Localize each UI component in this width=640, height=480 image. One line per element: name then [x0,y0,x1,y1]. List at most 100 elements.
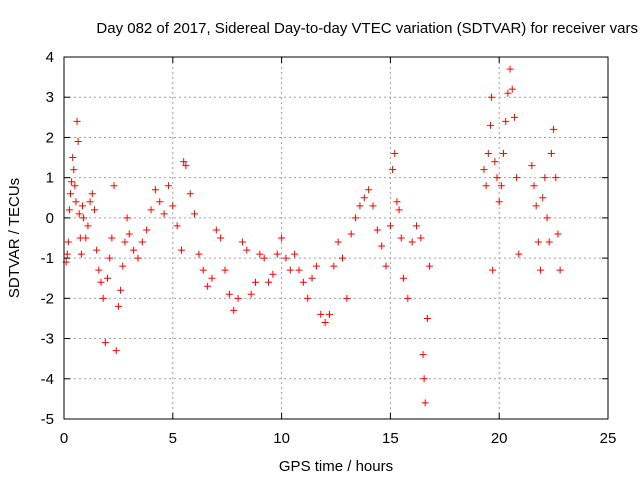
data-point [110,182,118,190]
data-point [63,250,71,258]
data-point [386,222,394,230]
data-point [77,250,85,258]
data-point [99,294,107,302]
data-point [119,262,127,270]
data-point [238,238,246,246]
data-point [489,266,497,274]
data-point [488,93,496,101]
data-point [339,254,347,262]
data-point [295,266,303,274]
y-tick-label: 0 [46,210,54,227]
data-point [123,214,131,222]
data-point [513,174,521,182]
x-tick-label: 15 [382,430,399,447]
data-point [84,222,92,230]
data-point [73,117,81,125]
data-point [65,206,73,214]
data-point [191,210,199,218]
data-point [539,194,547,202]
data-point [282,254,290,262]
data-point [82,234,90,242]
data-point [78,202,86,210]
data-point [532,202,540,210]
data-point [160,210,168,218]
data-point [173,222,181,230]
data-point [495,198,503,206]
data-point [321,318,329,326]
data-point [260,254,268,262]
data-point [365,186,373,194]
data-point [508,85,516,93]
data-point [212,226,220,234]
x-tick-label: 5 [169,430,177,447]
data-point [199,266,207,274]
data-point [75,210,83,218]
data-point [256,250,264,258]
data-point [143,226,151,234]
axis-ticks: 0 5 10 15 20 25 -5 -4 -3 -2 -1 0 1 2 3 4 [41,49,617,447]
data-point [80,214,88,222]
x-tick-label: 25 [600,430,617,447]
data-point [68,178,76,186]
data-point [178,246,186,254]
data-point [482,182,490,190]
data-point [556,266,564,274]
data-point [515,250,523,258]
data-point [356,202,364,210]
data-point [510,113,518,121]
data-point [491,158,499,166]
x-tick-label: 10 [273,430,290,447]
data-point [101,339,109,347]
data-point [71,182,79,190]
data-point [182,162,190,170]
data-point [493,174,501,182]
data-point [251,278,259,286]
data-point [547,150,555,158]
data-point [382,262,390,270]
data-point [552,174,560,182]
data-point [484,150,492,158]
data-point [541,174,549,182]
y-tick-label: -5 [41,411,54,428]
data-point [156,198,164,206]
data-point [104,274,112,282]
data-point [502,117,510,125]
data-point [352,214,360,222]
data-point [534,238,542,246]
data-point [530,182,538,190]
data-point [278,234,286,242]
data-point [325,310,333,318]
plot-frame [63,56,609,420]
data-point [164,182,172,190]
data-point [86,198,94,206]
data-point [378,242,386,250]
data-point [88,190,96,198]
data-point [373,226,381,234]
y-axis-title: SDTVAR / TECUs [6,178,23,298]
data-point [537,266,545,274]
data-point [330,262,338,270]
y-tick-label: 4 [46,49,54,66]
data-point [486,121,494,129]
data-point [204,282,212,290]
data-point [169,202,177,210]
y-tick-label: 3 [46,89,54,106]
data-point [397,234,405,242]
y-tick-label: -1 [41,250,54,267]
data-point [74,137,82,145]
data-point [391,150,399,158]
x-tick-label: 20 [491,430,508,447]
data-point [221,266,229,274]
data-point [186,190,194,198]
data-point [299,278,307,286]
data-point [225,290,233,298]
data-point [419,351,427,359]
data-point [497,182,505,190]
x-tick-label: 0 [60,430,68,447]
data-point [121,238,129,246]
data-point [399,274,407,282]
data-point [208,274,216,282]
data-point [347,230,355,238]
y-tick-label: -3 [41,331,54,348]
